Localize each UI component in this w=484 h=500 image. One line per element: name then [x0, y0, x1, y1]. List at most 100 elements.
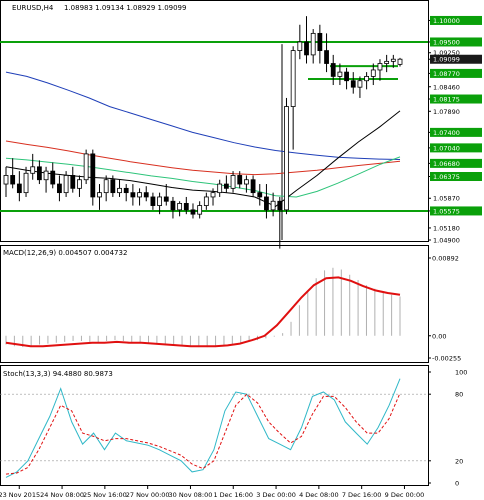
price-tick-label: 1.09250 [433, 49, 460, 57]
stoch-main-line [5, 378, 401, 478]
candle-down [223, 183, 229, 189]
price-tick-label: 1.07400 [433, 129, 460, 137]
candle-up [377, 63, 383, 71]
candle-up [177, 203, 183, 211]
candle-down [170, 200, 176, 211]
chart-title: EURUSD,H4 [12, 4, 54, 12]
candle-down [324, 50, 329, 64]
price-tick-label: 1.08460 [433, 83, 460, 91]
candle-up [244, 179, 249, 185]
candle-down [16, 183, 22, 194]
price-tick-label: 1.05575 [433, 207, 460, 215]
stoch-tick-label: 0 [455, 480, 459, 488]
candle-up [197, 205, 203, 215]
price-tick-label: 1.08770 [433, 70, 460, 78]
time-tick-label: 27 Nov 00:00 [126, 491, 170, 499]
candle-up [310, 32, 316, 56]
moving-average-mid-line [5, 140, 401, 176]
candle-up [390, 58, 396, 62]
price-label-box [430, 127, 482, 137]
ohlc-readout: 1.08983 1.09134 1.08929 1.09099 [64, 4, 186, 12]
candle-down [110, 179, 116, 194]
candle-down [10, 175, 16, 185]
price-tick-label: 1.06375 [433, 173, 460, 181]
macd-panel: 0.00892 0.00 -0.00255 [5, 255, 461, 363]
candle-down [57, 183, 62, 194]
macd-tick-label: 0.00892 [432, 255, 459, 263]
candle-up [203, 196, 209, 206]
candle-down [130, 192, 136, 198]
candle-down [330, 63, 336, 77]
candle-down [317, 32, 323, 51]
price-label-box [430, 68, 482, 78]
candle-down [264, 196, 269, 211]
candle-down [90, 153, 96, 198]
price-tick-label: 1.04900 [433, 237, 460, 245]
candle-up [357, 80, 363, 88]
price-tick-label: 1.07890 [433, 108, 460, 116]
candle-up [290, 50, 296, 107]
candle-down [250, 179, 256, 194]
price-tick-label: 1.06680 [433, 160, 460, 168]
candle-up [284, 106, 289, 211]
candle-up [270, 200, 276, 211]
candle-up [337, 71, 343, 77]
candle-down [277, 200, 283, 211]
price-label-box [430, 15, 482, 25]
panel-frames [0, 0, 429, 486]
candle-up [103, 179, 109, 194]
price-label-box [430, 54, 482, 64]
time-tick-label: 4 Dec 08:00 [299, 491, 339, 499]
candle-up [3, 175, 9, 185]
time-tick-label: 23 Nov 2015 [0, 491, 40, 499]
time-tick-label: 25 Nov 16:00 [83, 491, 127, 499]
candle-up [23, 172, 29, 194]
candle-up [384, 60, 390, 64]
price-label-box [430, 94, 482, 104]
price-label-box [430, 158, 482, 168]
candle-down [190, 209, 196, 215]
time-tick-label: 9 Dec 00:00 [385, 491, 425, 499]
candle-down [257, 192, 263, 198]
candle-up [83, 153, 89, 181]
candle-down [344, 71, 349, 82]
macd-signal-line [5, 276, 401, 348]
candle-up [137, 192, 142, 198]
candle-down [70, 175, 76, 189]
candle-down [304, 41, 309, 56]
price-label-box [430, 206, 482, 216]
candle-down [237, 175, 243, 185]
time-tick-label: 1 Dec 16:00 [213, 491, 253, 499]
candle-up [217, 183, 223, 194]
stoch-tick-label: 100 [455, 369, 467, 377]
stoch-tick-label: 80 [455, 391, 463, 399]
candle-up [230, 175, 236, 189]
price-label-box [430, 143, 482, 153]
candle-down [183, 203, 189, 211]
candle-up [364, 76, 370, 82]
time-tick-label: 3 Dec 00:00 [256, 491, 296, 499]
candle-down [150, 196, 156, 206]
time-tick-label: 7 Dec 16:00 [342, 491, 382, 499]
candle-up [97, 192, 102, 198]
time-tick-label: 24 Nov 08:00 [40, 491, 84, 499]
candle-up [297, 41, 303, 51]
candle-up [397, 58, 403, 65]
stochastic-panel: 100 80 20 0 [0, 369, 467, 488]
candle-up [157, 196, 162, 206]
candle-up [30, 166, 36, 174]
candle-up [210, 192, 216, 198]
price-tick-label: 1.08175 [433, 96, 460, 104]
candle-up [77, 179, 82, 189]
price-tick-label: 1.09099 [433, 56, 460, 64]
candle-down [123, 187, 129, 194]
time-tick-label: 30 Nov 08:00 [169, 491, 213, 499]
candle-down [50, 170, 56, 185]
price-tick-label: 1.05870 [433, 195, 460, 203]
moving-average-slow-line [5, 71, 401, 160]
candle-down [36, 166, 42, 181]
